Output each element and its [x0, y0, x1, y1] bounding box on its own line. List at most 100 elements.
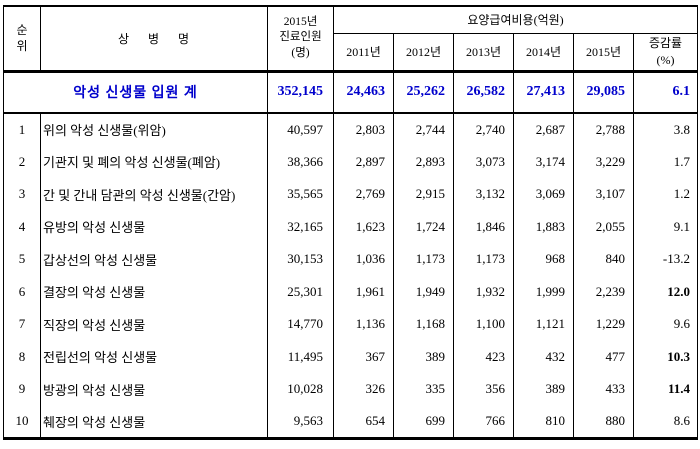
table-row: 2 기관지 및 폐의 악성 신생물(폐암) 38,366 2,897 2,893…: [3, 145, 699, 178]
change-rate-cell: 1.2: [632, 178, 699, 211]
cost-cell-2012: 335: [393, 373, 454, 406]
cost-cell-2012: 1,173: [393, 243, 454, 276]
change-rate-cell: 8.6: [632, 405, 699, 438]
patients-cell: 30,153: [267, 243, 334, 276]
cost-cell-2011: 654: [333, 405, 394, 438]
cost-cell-2014: 2,687: [513, 113, 574, 146]
header-disease-name: 상 병 명: [40, 6, 268, 73]
cost-cell-2013: 2,740: [453, 113, 514, 146]
cost-cell-2014: 3,069: [513, 178, 574, 211]
disease-name-cell: 췌장의 악성 신생물: [40, 405, 268, 438]
header-change-rate: 증감률 (%): [632, 33, 699, 73]
cost-cell-2011: 2,769: [333, 178, 394, 211]
cost-cell-2015: 2,788: [573, 113, 634, 146]
cost-cell-2011: 367: [333, 340, 394, 373]
disease-name-cell: 위의 악성 신생물(위암): [40, 113, 268, 146]
cost-cell-2014: 1,883: [513, 210, 574, 243]
patients-cell: 14,770: [267, 308, 334, 341]
cost-cell-2012: 2,893: [393, 145, 454, 178]
table-row: 7 직장의 악성 신생물 14,770 1,136 1,168 1,100 1,…: [3, 308, 699, 341]
rank-cell: 2: [3, 145, 41, 178]
disease-name-cell: 간 및 간내 담관의 악성 신생물(간암): [40, 178, 268, 211]
cost-cell-2011: 1,961: [333, 275, 394, 308]
patients-cell: 9,563: [267, 405, 334, 438]
cost-cell-2013: 1,100: [453, 308, 514, 341]
cost-cell-2011: 326: [333, 373, 394, 406]
cost-cell-2015: 3,229: [573, 145, 634, 178]
cost-cell-2015: 840: [573, 243, 634, 276]
patients-cell: 25,301: [267, 275, 334, 308]
rank-cell: 6: [3, 275, 41, 308]
total-change-cell: 6.1: [632, 71, 699, 114]
cost-cell-2015: 2,239: [573, 275, 634, 308]
total-cost-cell-2015: 29,085: [573, 71, 634, 114]
rank-cell: 7: [3, 308, 41, 341]
rank-cell: 3: [3, 178, 41, 211]
rank-cell: 5: [3, 243, 41, 276]
total-cost-cell-2013: 26,582: [453, 71, 514, 114]
total-label: 악성 신생물 입원 계: [3, 71, 268, 114]
header-row-2: 2011년 2012년 2013년 2014년 2015년 증감률 (%): [4, 33, 699, 73]
cost-cell-2012: 1,949: [393, 275, 454, 308]
total-cost-cell-2012: 25,262: [393, 71, 454, 114]
rank-cell: 9: [3, 373, 41, 406]
header-year-2011: 2011년: [333, 33, 394, 73]
cancer-hospitalization-cost-table: 순 위 상 병 명 2015년 진료인원 (명) 요양급여비용(억원) 2011…: [3, 5, 699, 440]
cost-cell-2011: 1,036: [333, 243, 394, 276]
cost-cell-2011: 1,136: [333, 308, 394, 341]
change-rate-cell: 3.8: [632, 113, 699, 146]
table-row: 5 갑상선의 악성 신생물 30,153 1,036 1,173 1,173 9…: [3, 243, 699, 276]
cost-cell-2015: 2,055: [573, 210, 634, 243]
cost-cell-2012: 1,724: [393, 210, 454, 243]
cost-cell-2012: 2,915: [393, 178, 454, 211]
header-year-2015: 2015년: [573, 33, 634, 73]
change-rate-cell: 9.6: [632, 308, 699, 341]
patients-cell: 32,165: [267, 210, 334, 243]
header-year-2012: 2012년: [393, 33, 454, 73]
cost-cell-2013: 1,932: [453, 275, 514, 308]
disease-name-cell: 방광의 악성 신생물: [40, 373, 268, 406]
cost-cell-2011: 1,623: [333, 210, 394, 243]
total-cost-cell-2014: 27,413: [513, 71, 574, 114]
cost-cell-2013: 766: [453, 405, 514, 438]
change-rate-cell: 9.1: [632, 210, 699, 243]
cost-cell-2014: 3,174: [513, 145, 574, 178]
change-rate-cell: 11.4: [632, 373, 699, 406]
cost-cell-2013: 356: [453, 373, 514, 406]
header-change-line2: (%): [656, 52, 675, 67]
total-row: 악성 신생물 입원 계 352,145 24,463 25,262 26,582…: [3, 71, 699, 114]
header-rank: 순 위: [3, 6, 41, 73]
rank-cell: 4: [3, 210, 41, 243]
data-rows: 1 위의 악성 신생물(위암) 40,597 2,803 2,744 2,740…: [3, 113, 699, 438]
patients-cell: 10,028: [267, 373, 334, 406]
table-row: 6 결장의 악성 신생물 25,301 1,961 1,949 1,932 1,…: [3, 275, 699, 308]
cost-cell-2011: 2,897: [333, 145, 394, 178]
cost-cell-2015: 880: [573, 405, 634, 438]
change-rate-cell: 1.7: [632, 145, 699, 178]
change-rate-cell: 12.0: [632, 275, 699, 308]
patients-cell: 40,597: [267, 113, 334, 146]
disease-name-cell: 기관지 및 폐의 악성 신생물(폐암): [40, 145, 268, 178]
cost-cell-2015: 477: [573, 340, 634, 373]
cost-cell-2014: 389: [513, 373, 574, 406]
patients-cell: 11,495: [267, 340, 334, 373]
table-row: 8 전립선의 악성 신생물 11,495 367 389 423 432 477…: [3, 340, 699, 373]
cost-cell-2013: 3,073: [453, 145, 514, 178]
rank-cell: 10: [3, 405, 41, 438]
table-body: 악성 신생물 입원 계 352,145 24,463 25,262 26,582…: [3, 71, 699, 114]
table-row: 4 유방의 악성 신생물 32,165 1,623 1,724 1,846 1,…: [3, 210, 699, 243]
cost-cell-2014: 1,121: [513, 308, 574, 341]
cost-cell-2013: 3,132: [453, 178, 514, 211]
cost-cell-2012: 1,168: [393, 308, 454, 341]
table-row: 10 췌장의 악성 신생물 9,563 654 699 766 810 880 …: [3, 405, 699, 438]
change-rate-cell: 10.3: [632, 340, 699, 373]
disease-name-cell: 전립선의 악성 신생물: [40, 340, 268, 373]
cost-cell-2012: 2,744: [393, 113, 454, 146]
change-rate-cell: -13.2: [632, 243, 699, 276]
header-patients-2015: 2015년 진료인원 (명): [267, 6, 334, 73]
table-row: 9 방광의 악성 신생물 10,028 326 335 356 389 433 …: [3, 373, 699, 406]
cost-cell-2012: 389: [393, 340, 454, 373]
table-row: 3 간 및 간내 담관의 악성 신생물(간암) 35,565 2,769 2,9…: [3, 178, 699, 211]
cost-cell-2013: 1,173: [453, 243, 514, 276]
cost-cell-2014: 1,999: [513, 275, 574, 308]
